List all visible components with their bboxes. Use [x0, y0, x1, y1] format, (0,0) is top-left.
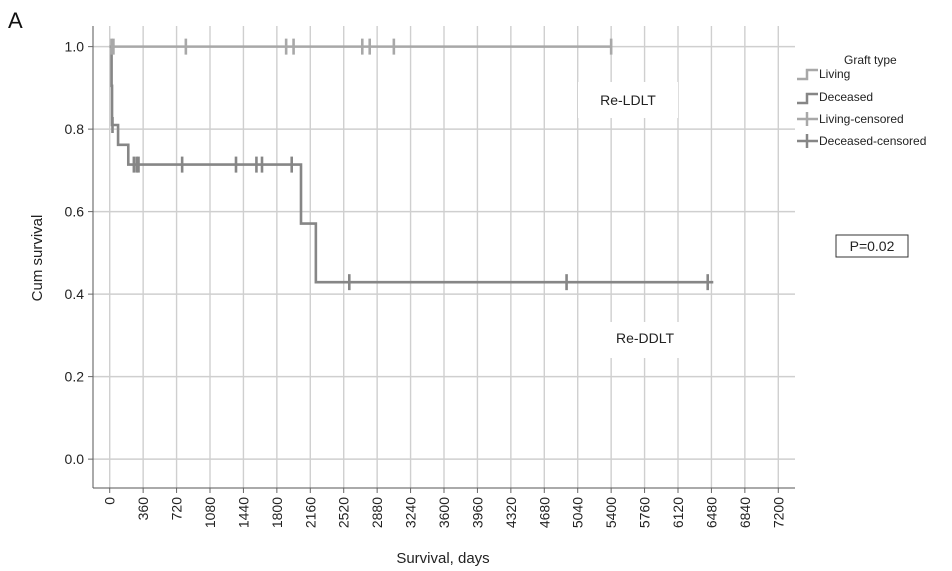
re-ldlt-label-bg	[578, 82, 678, 118]
censor-marks	[110, 38, 710, 291]
legend-label-deceased-censored: Deceased-censored	[819, 134, 926, 148]
y-tick-label: 0.2	[65, 369, 85, 385]
re-ddlt-label-bg	[590, 322, 700, 358]
x-tick-label: 360	[135, 497, 151, 521]
x-tick-label: 2520	[336, 497, 352, 528]
y-tick-label: 0.4	[65, 286, 85, 302]
series-layer	[109, 45, 714, 284]
legend-label-living: Living	[819, 67, 850, 81]
x-tick-label: 5760	[637, 497, 653, 528]
x-tick-label: 2880	[369, 497, 385, 528]
x-tick-label: 4320	[503, 497, 519, 528]
legend: Graft type Living Deceased Living-censor…	[797, 53, 926, 148]
y-tick-label: 0.6	[65, 204, 85, 220]
panel-label: A	[8, 8, 23, 33]
legend-entry-living: Living	[797, 67, 850, 81]
x-tick-label: 5040	[570, 497, 586, 528]
p-value-label: P=0.02	[850, 238, 895, 254]
re-ddlt-label: Re-DDLT	[616, 330, 675, 346]
x-tick-label: 6840	[737, 497, 753, 528]
x-tick-label: 5400	[603, 497, 619, 528]
x-tick-label: 1800	[269, 497, 285, 528]
y-axis-ticks: 0.0 0.2 0.4 0.6 0.8 1.0	[65, 39, 93, 467]
grid	[93, 26, 795, 488]
legend-swatch-living	[797, 68, 818, 81]
x-tick-label: 1080	[202, 497, 218, 528]
re-ldlt-label: Re-LDLT	[600, 92, 656, 108]
x-tick-label: 1440	[235, 497, 251, 528]
x-tick-label: 3600	[436, 497, 452, 528]
x-tick-label: 3240	[403, 497, 419, 528]
x-tick-label: 4680	[536, 497, 552, 528]
y-tick-label: 0.0	[65, 451, 85, 467]
legend-label-deceased: Deceased	[819, 90, 873, 104]
y-axis-title: Cum survival	[29, 215, 46, 302]
legend-swatch-deceased	[797, 92, 818, 105]
x-axis-title: Survival, days	[396, 550, 489, 567]
p-value-box	[835, 234, 909, 258]
legend-entry-deceased: Deceased	[797, 90, 873, 105]
legend-label-living-censored: Living-censored	[819, 112, 904, 126]
legend-title: Graft type	[844, 53, 897, 67]
y-tick-label: 1.0	[65, 39, 85, 55]
x-tick-label: 2160	[302, 497, 318, 528]
x-tick-label: 3960	[469, 497, 485, 528]
x-tick-label: 720	[169, 497, 185, 521]
legend-entry-deceased-censored: Deceased-censored	[797, 134, 926, 148]
series-line-deceased	[109, 45, 714, 284]
y-tick-label: 0.8	[65, 121, 85, 137]
x-axis-ticks: 0 360 720 1080 1440 1800 2160 2520 2880 3240 3600 3…	[102, 488, 786, 528]
x-tick-label: 6480	[703, 497, 719, 528]
x-tick-label: 7200	[770, 497, 786, 528]
x-tick-label: 6120	[670, 497, 686, 528]
x-tick-label: 0	[102, 497, 118, 505]
legend-entry-living-censored: Living-censored	[797, 112, 904, 126]
